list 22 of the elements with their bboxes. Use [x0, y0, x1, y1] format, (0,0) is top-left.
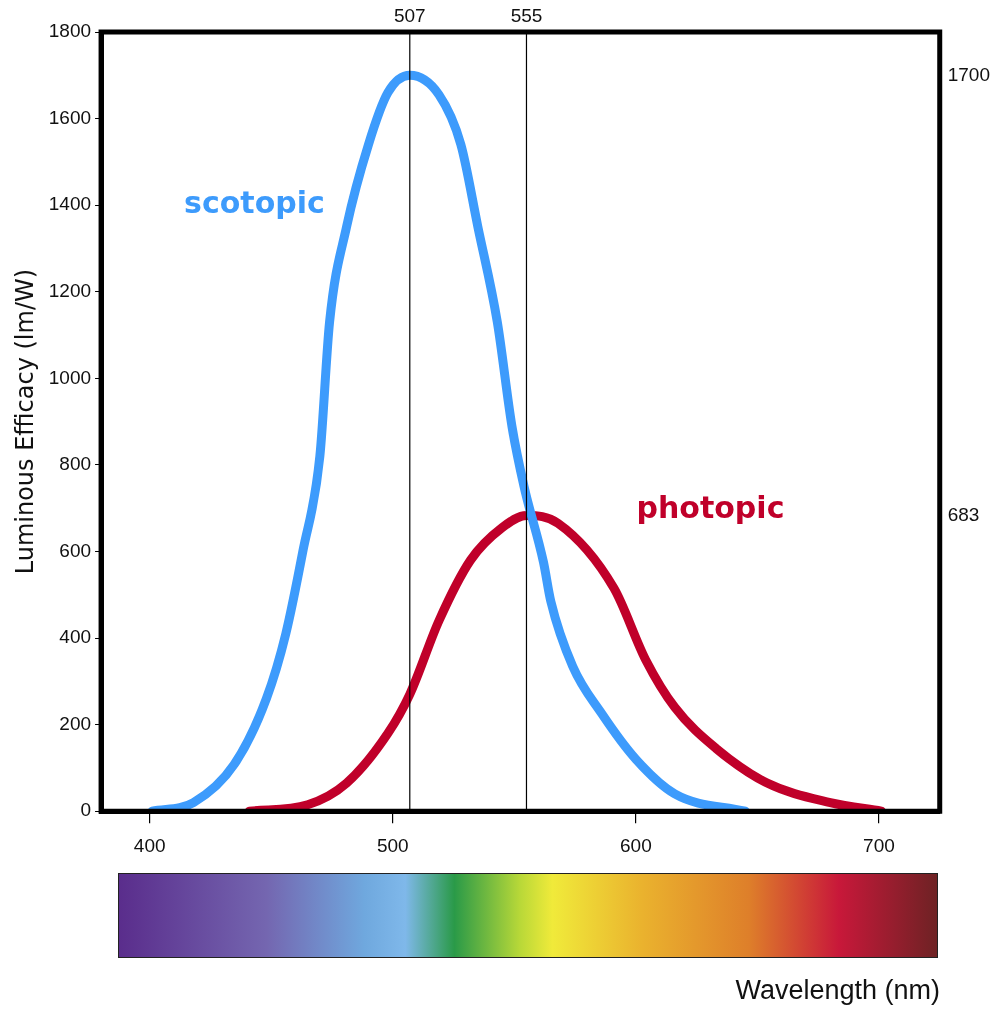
y-tick-label: 1000: [48, 366, 92, 388]
x-tick-label: 700: [863, 834, 895, 856]
ref-line-label: 507: [393, 4, 426, 26]
y-tick-label: 1200: [48, 279, 92, 301]
y-tick-label: 1400: [48, 193, 92, 215]
x-axis-title: Wavelength (nm): [735, 975, 940, 1006]
y-tick-label: 1600: [48, 106, 92, 128]
series-label: photopic: [636, 490, 785, 526]
y-tick-label: 400: [59, 626, 92, 648]
y-tick-label: 800: [59, 453, 92, 475]
y-tick-label: 0: [80, 799, 92, 821]
series-label: scotopic: [184, 185, 325, 221]
y-tick-label: 1800: [48, 20, 92, 42]
x-tick-label: 600: [620, 834, 652, 856]
y-axis-title: Luminous Efficacy (lm/W): [10, 268, 39, 575]
ref-line-label: 555: [510, 4, 543, 26]
y2-tick-label: 683: [947, 503, 980, 525]
y-tick-label: 600: [59, 539, 92, 561]
x-tick-label: 500: [376, 834, 409, 856]
x-tick-label: 400: [133, 834, 166, 856]
y2-tick-label: 1700: [947, 63, 991, 85]
y-tick-label: 200: [59, 712, 92, 734]
